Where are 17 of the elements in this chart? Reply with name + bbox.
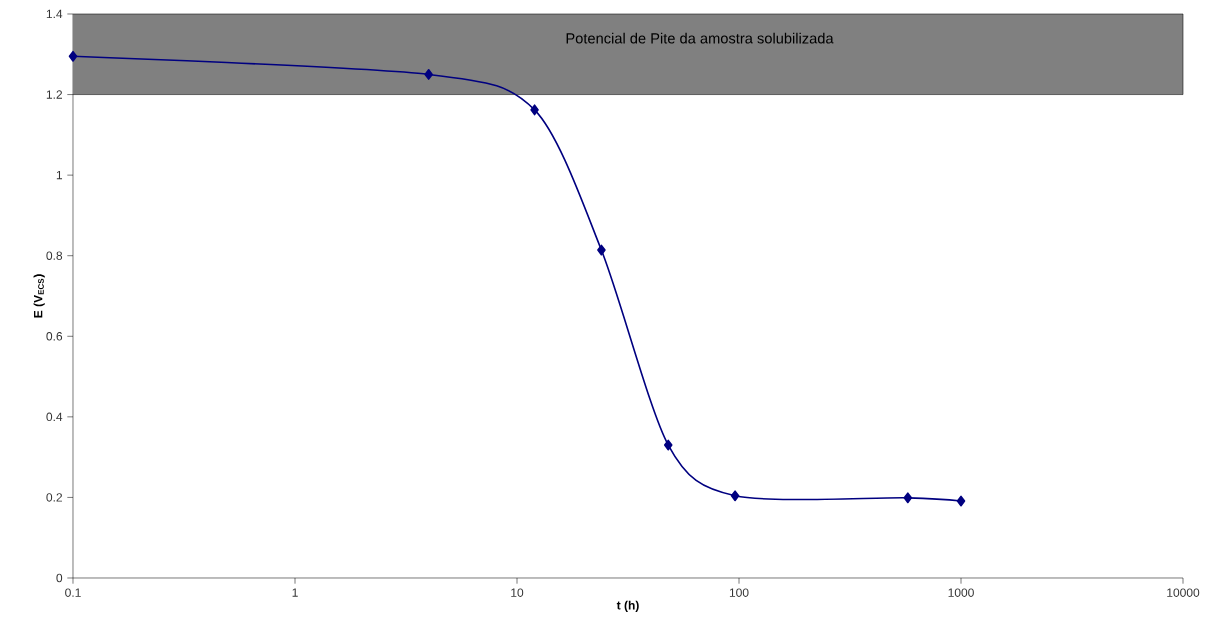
x-tick-label: 10	[511, 588, 524, 597]
band-label: Potencial de Pite da amostra solubilizada	[566, 32, 834, 44]
y-tick-label: 0.4	[46, 412, 63, 422]
y-tick-label: 1.4	[46, 9, 63, 19]
x-tick-label: 1	[292, 588, 298, 597]
y-axis-title: E (V$_{ECS}$)	[33, 274, 45, 318]
x-tick-label: 0.1	[65, 588, 81, 597]
x-tick-label: 10000	[1167, 588, 1200, 597]
y-tick-label: 0.8	[46, 251, 63, 260]
y-tick-label: 0.6	[46, 332, 63, 341]
y-tick-label: 1.2	[46, 90, 62, 99]
x-tick-label: 1000	[948, 588, 974, 597]
x-axis-title: t (h)	[616, 600, 639, 612]
y-tick-label: 0	[56, 573, 63, 583]
x-tick-label: 100	[729, 588, 749, 597]
y-tick-label: 0.2	[46, 493, 62, 502]
y-tick-label: 1	[56, 171, 63, 180]
